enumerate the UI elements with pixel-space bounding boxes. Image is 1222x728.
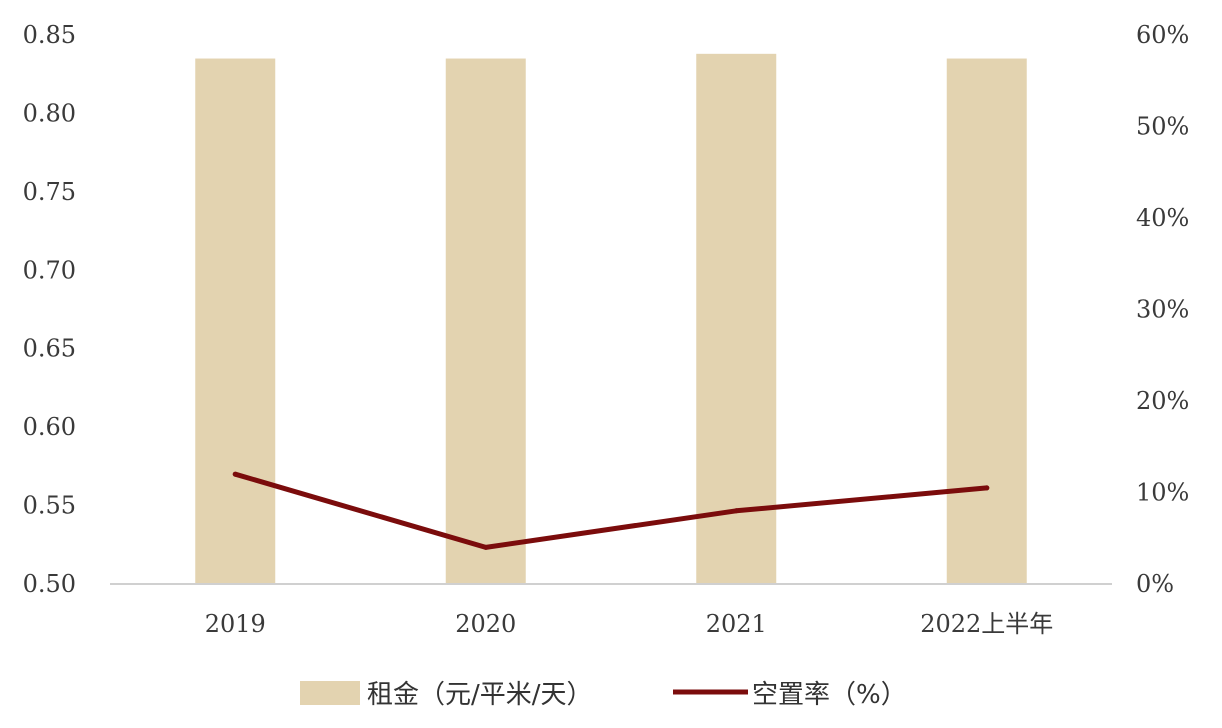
y-left-tick-label: 0.85 [23,21,76,49]
y-right-tick-label: 0% [1136,570,1174,598]
y-left-tick-label: 0.80 [23,99,76,127]
x-tick-label: 2022上半年 [920,610,1053,638]
legend-label-vacancy: 空置率（%） [752,680,907,710]
legend-label-rent: 租金（元/平米/天） [367,680,593,710]
vacancy-point-2022上半年 [984,485,990,491]
y-left-tick-label: 0.70 [23,256,76,284]
y-right-tick-label: 30% [1136,296,1189,324]
legend-swatch-rent [300,681,360,705]
y-right-tick-label: 10% [1136,479,1189,507]
y-axis-left: 0.50 0.55 0.60 0.65 0.70 0.75 0.80 0.85 [23,21,76,598]
y-right-tick-label: 40% [1136,204,1189,232]
bar-2019 [195,58,276,585]
x-tick-label: 2020 [455,610,516,638]
y-left-tick-label: 0.60 [23,413,76,441]
vacancy-point-2021 [733,508,739,514]
line-series [232,471,990,550]
vacancy-point-2020 [483,544,489,550]
y-right-tick-label: 60% [1136,21,1189,49]
x-tick-label: 2019 [205,610,266,638]
bar-2022上半年 [946,58,1027,585]
bar-2020 [445,58,526,585]
y-axis-right: 0% 10% 20% 30% 40% 50% 60% [1136,21,1189,598]
x-tick-label: 2021 [706,610,767,638]
legend: 租金（元/平米/天） 空置率（%） [300,680,907,710]
x-axis-labels: 2019 2020 2021 2022上半年 [205,610,1054,638]
bar-2021 [696,53,777,584]
vacancy-point-2019 [232,471,238,477]
vacancy-line [232,471,990,550]
y-right-tick-label: 20% [1136,387,1189,415]
y-left-tick-label: 0.55 [23,492,76,520]
y-left-tick-label: 0.75 [23,178,76,206]
y-left-tick-label: 0.50 [23,570,76,598]
y-left-tick-label: 0.65 [23,335,76,363]
bar-series [195,53,1027,585]
y-right-tick-label: 50% [1136,113,1189,141]
